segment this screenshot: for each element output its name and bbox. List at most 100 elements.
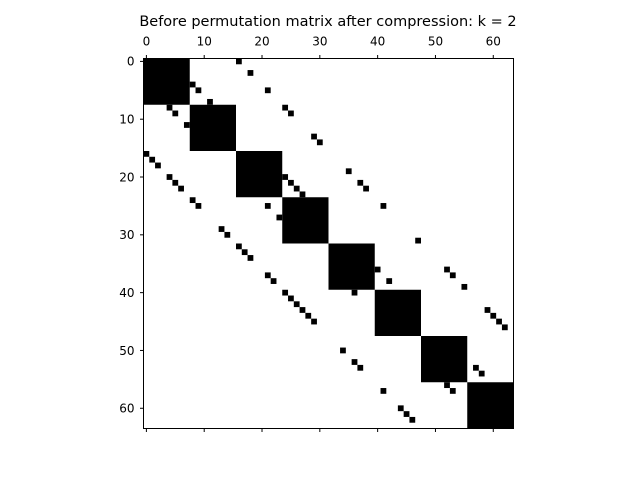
matrix-point	[351, 289, 358, 296]
matrix-point	[403, 411, 410, 417]
x-tick-label: 10	[197, 35, 212, 49]
matrix-point	[166, 104, 173, 111]
matrix-point	[236, 243, 242, 250]
matrix-point	[282, 174, 289, 180]
x-axis: 0 10 20 30 40 50 60	[143, 35, 501, 432]
y-tick-label: 0	[127, 55, 135, 69]
matrix-point	[449, 388, 456, 394]
matrix-point	[421, 370, 427, 377]
matrix-point	[386, 278, 393, 284]
matrix-point	[178, 185, 184, 192]
matrix-point	[218, 226, 225, 232]
matrix-point	[311, 133, 317, 140]
matrix-point	[397, 405, 404, 412]
matrix-point	[264, 203, 271, 209]
plot-area	[143, 58, 514, 429]
matrix-point	[490, 312, 497, 319]
x-tick-label: 30	[312, 35, 327, 49]
matrix-point	[207, 98, 213, 105]
x-tick-label: 60	[486, 35, 501, 49]
matrix-point	[195, 203, 202, 209]
y-tick-label: 30	[119, 228, 134, 242]
matrix-point	[374, 266, 381, 273]
matrix-point	[496, 318, 502, 325]
matrix-point	[421, 359, 427, 365]
matrix-point	[143, 151, 150, 157]
matrix-point	[421, 364, 427, 371]
matrix-point	[473, 364, 479, 371]
matrix-point	[195, 87, 202, 94]
matrix-point	[449, 272, 456, 279]
matrix-point	[264, 87, 271, 94]
matrix-point	[357, 179, 364, 186]
matrix-point	[236, 58, 242, 65]
matrix-block-5	[328, 243, 375, 290]
matrix-point	[299, 191, 306, 198]
matrix-block-7	[421, 336, 468, 383]
matrix-point	[224, 231, 231, 238]
matrix-point	[316, 139, 323, 146]
matrix-point	[288, 110, 294, 117]
matrix-block-1	[143, 58, 190, 105]
y-tick-label: 20	[119, 170, 134, 184]
y-tick-label: 10	[119, 113, 134, 127]
matrix-point	[461, 283, 468, 290]
matrix-point	[380, 203, 387, 209]
matrix-point	[293, 185, 300, 192]
matrix-point	[270, 278, 277, 284]
matrix-point	[444, 382, 450, 389]
x-tick-label: 20	[254, 35, 269, 49]
matrix-point	[421, 341, 427, 348]
matrix-marks	[143, 58, 514, 429]
matrix-block-6	[374, 289, 421, 336]
matrix-block-3	[236, 151, 283, 198]
matrix-point	[166, 174, 173, 180]
matrix-point	[478, 370, 485, 377]
matrix-point	[340, 347, 346, 354]
matrix-block-8	[467, 382, 514, 429]
matrix-point	[444, 266, 450, 273]
matrix-point	[288, 295, 294, 302]
matrix-point	[345, 168, 352, 175]
matrix-point	[363, 185, 369, 192]
chart-title: Before permutation matrix after compress…	[139, 14, 516, 30]
matrix-point	[415, 237, 421, 244]
matrix-point	[189, 197, 196, 204]
x-tick-label: 0	[143, 35, 151, 49]
matrix-point	[276, 214, 283, 221]
matrix-point	[421, 353, 427, 360]
matrix-point	[357, 364, 364, 371]
matrix-point	[421, 347, 427, 354]
x-tick-label: 50	[428, 35, 443, 49]
matrix-point	[293, 301, 300, 308]
matrix-point	[172, 110, 179, 117]
matrix-point	[299, 307, 306, 313]
plot-frame	[143, 58, 514, 429]
y-tick-label: 40	[119, 286, 134, 300]
matrix-point	[501, 324, 508, 331]
matrix-point	[247, 70, 254, 76]
matrix-point	[155, 162, 161, 169]
matrix-point	[282, 104, 289, 111]
y-tick-label: 50	[119, 344, 134, 358]
matrix-block-2	[189, 104, 236, 151]
matrix-point	[241, 249, 248, 256]
matrix-point	[183, 122, 190, 128]
matrix-point	[264, 272, 271, 279]
y-tick-label: 60	[119, 402, 134, 416]
matrix-point	[189, 81, 196, 88]
x-tick-label: 40	[370, 35, 385, 49]
matrix-block-4	[282, 197, 329, 244]
matrix-point	[305, 312, 312, 319]
matrix-point	[288, 179, 294, 186]
matrix-point	[282, 289, 289, 296]
matrix-point	[409, 416, 416, 423]
matrix-point	[247, 255, 254, 261]
matrix-point	[172, 179, 179, 186]
matrix-point	[311, 318, 317, 325]
matrix-point	[484, 307, 491, 313]
matrix-point	[149, 156, 156, 163]
matrix-point	[380, 388, 387, 394]
y-axis: 0 10 20 30 40 50 60	[119, 55, 144, 416]
